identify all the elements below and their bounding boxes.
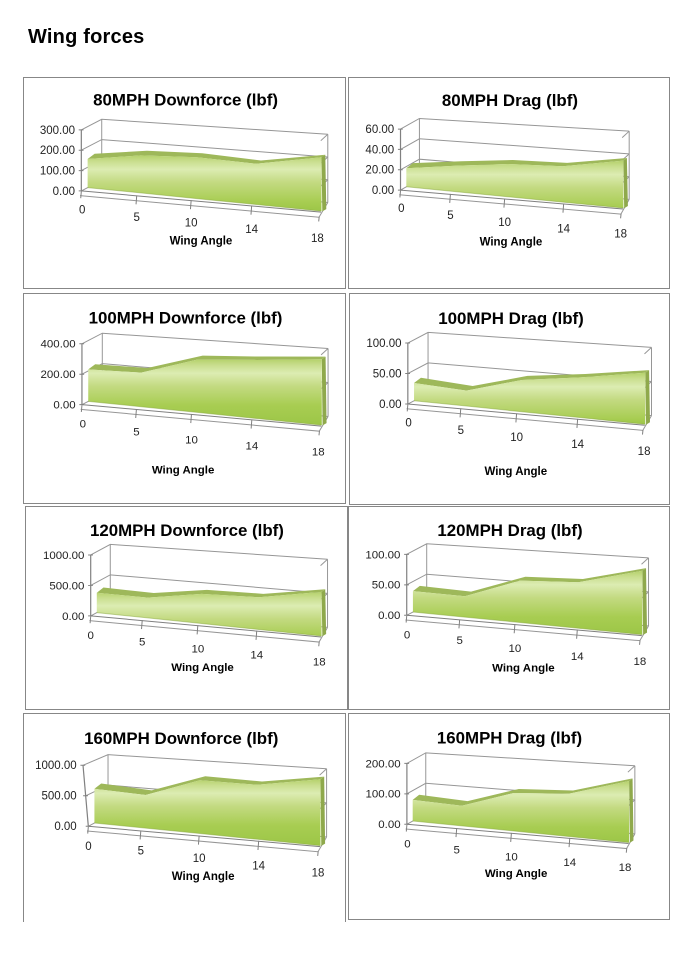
svg-text:0.00: 0.00: [53, 186, 75, 198]
svg-text:1000.00: 1000.00: [43, 549, 84, 561]
svg-text:100.00: 100.00: [366, 789, 401, 801]
svg-text:80MPH Downforce (lbf): 80MPH Downforce (lbf): [94, 90, 279, 109]
svg-text:14: 14: [253, 861, 266, 873]
svg-text:100MPH Downforce (lbf): 100MPH Downforce (lbf): [89, 309, 283, 328]
svg-text:80MPH Drag (lbf): 80MPH Drag (lbf): [442, 91, 578, 110]
svg-text:10: 10: [510, 432, 523, 444]
svg-text:120MPH Drag (lbf): 120MPH Drag (lbf): [437, 521, 582, 540]
svg-text:0: 0: [405, 418, 411, 430]
svg-text:10: 10: [185, 435, 198, 447]
svg-text:18: 18: [619, 862, 632, 874]
svg-text:120MPH Downforce (lbf): 120MPH Downforce (lbf): [90, 521, 284, 540]
svg-text:400.00: 400.00: [41, 339, 76, 351]
svg-text:40.00: 40.00: [366, 144, 395, 156]
svg-text:10: 10: [499, 217, 512, 229]
svg-text:100.00: 100.00: [365, 549, 400, 561]
svg-text:14: 14: [245, 441, 258, 453]
svg-text:100.00: 100.00: [366, 338, 401, 350]
svg-text:14: 14: [558, 224, 571, 236]
svg-text:14: 14: [564, 857, 577, 869]
svg-text:18: 18: [311, 233, 324, 245]
svg-text:0: 0: [79, 204, 85, 216]
svg-text:14: 14: [571, 439, 584, 451]
svg-text:0: 0: [399, 203, 405, 215]
svg-text:50.00: 50.00: [372, 369, 401, 381]
svg-text:0.00: 0.00: [55, 821, 77, 833]
svg-text:5: 5: [448, 210, 454, 222]
svg-text:0.00: 0.00: [53, 400, 75, 412]
svg-text:0: 0: [88, 630, 94, 642]
svg-text:Wing Angle: Wing Angle: [480, 237, 543, 249]
svg-text:300.00: 300.00: [40, 125, 75, 137]
svg-text:18: 18: [313, 656, 326, 668]
svg-text:Wing Angle: Wing Angle: [485, 868, 548, 880]
svg-text:160MPH Drag (lbf): 160MPH Drag (lbf): [437, 728, 582, 747]
svg-text:0.00: 0.00: [379, 399, 401, 411]
svg-text:10: 10: [192, 643, 205, 655]
svg-text:0.00: 0.00: [379, 819, 401, 831]
svg-text:10: 10: [508, 642, 521, 654]
svg-text:0: 0: [86, 841, 92, 853]
svg-text:0: 0: [80, 419, 86, 431]
svg-text:60.00: 60.00: [366, 124, 395, 136]
svg-text:Wing Angle: Wing Angle: [492, 662, 555, 674]
svg-text:50.00: 50.00: [372, 579, 401, 591]
svg-text:5: 5: [456, 635, 462, 647]
svg-text:0.00: 0.00: [378, 610, 400, 622]
svg-text:Wing Angle: Wing Angle: [172, 871, 235, 883]
svg-text:18: 18: [312, 867, 325, 879]
svg-text:5: 5: [138, 845, 144, 857]
svg-text:18: 18: [312, 447, 325, 459]
svg-text:100MPH Drag (lbf): 100MPH Drag (lbf): [438, 309, 584, 328]
svg-text:14: 14: [571, 650, 584, 662]
svg-text:1000.00: 1000.00: [36, 760, 78, 772]
svg-text:160MPH Downforce (lbf): 160MPH Downforce (lbf): [85, 729, 279, 748]
svg-text:500.00: 500.00: [42, 791, 77, 803]
svg-text:Wing Angle: Wing Angle: [484, 467, 547, 479]
svg-text:5: 5: [134, 212, 140, 224]
svg-text:100.00: 100.00: [40, 165, 75, 177]
svg-text:0.00: 0.00: [62, 610, 84, 622]
svg-text:200.00: 200.00: [40, 145, 75, 157]
svg-text:0: 0: [405, 838, 411, 850]
svg-text:5: 5: [133, 427, 139, 439]
svg-text:10: 10: [505, 852, 518, 864]
svg-text:0.00: 0.00: [372, 185, 394, 197]
svg-text:Wing Angle: Wing Angle: [172, 661, 235, 673]
svg-text:18: 18: [615, 229, 628, 241]
svg-text:5: 5: [454, 844, 460, 856]
svg-text:Wing Angle: Wing Angle: [152, 465, 215, 477]
svg-text:18: 18: [633, 656, 646, 668]
svg-text:18: 18: [637, 446, 650, 458]
svg-text:14: 14: [246, 224, 259, 236]
svg-text:Wing Angle: Wing Angle: [170, 236, 233, 248]
svg-text:0: 0: [404, 629, 410, 641]
svg-text:200.00: 200.00: [41, 369, 76, 381]
svg-text:5: 5: [139, 636, 145, 648]
svg-text:14: 14: [251, 649, 264, 661]
svg-text:10: 10: [185, 218, 198, 230]
svg-text:200.00: 200.00: [366, 758, 401, 770]
svg-text:20.00: 20.00: [366, 165, 395, 177]
svg-text:10: 10: [193, 853, 206, 865]
svg-text:5: 5: [457, 425, 463, 437]
svg-text:500.00: 500.00: [50, 580, 85, 592]
